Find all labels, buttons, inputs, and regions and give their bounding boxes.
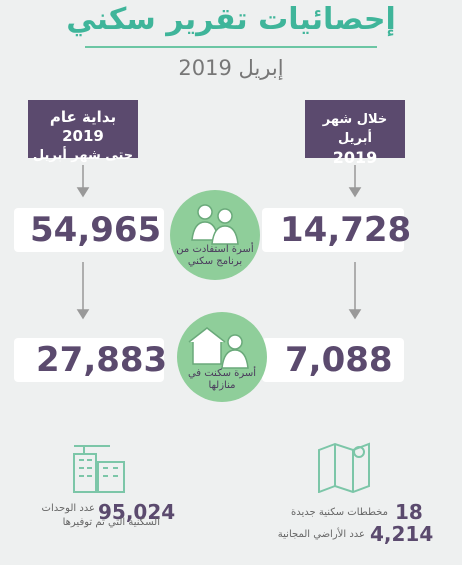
row-band xyxy=(0,208,462,252)
map-icon xyxy=(318,442,370,493)
row-ytd-value: 27,883 xyxy=(36,340,168,380)
row-icon-circle xyxy=(177,312,267,402)
row-label-line: منازلها xyxy=(208,380,236,391)
period-line: بداية عام 2019 xyxy=(49,108,117,145)
row-icon-circle xyxy=(170,190,260,280)
units-label: عدد الوحدات xyxy=(41,503,95,514)
house-icon xyxy=(188,327,249,369)
subtitle: إبريل 2019 xyxy=(178,56,284,80)
row-ytd-value: 54,965 xyxy=(30,210,162,250)
plans-label: مخططات سكنية جديدة xyxy=(290,507,388,518)
lands-value: 4,214 xyxy=(370,522,434,546)
people-icon xyxy=(191,204,239,245)
row-band xyxy=(0,338,462,382)
row-label: أسرة استفادت من برنامج سكني xyxy=(160,244,270,268)
units-value: 95,024 xyxy=(98,500,176,524)
period-line: خلال شهر أبريل xyxy=(322,112,388,146)
row-month-value: 14,728 xyxy=(280,210,412,250)
title: إحصائيات تقرير سكني xyxy=(66,2,396,37)
row-label-line: أسرة سكنت في xyxy=(187,368,257,379)
title-rule xyxy=(85,46,377,48)
units-label: السكنية التي تم توفيرها xyxy=(62,517,160,528)
period-ytd: بداية عام 2019 حتى شهر أبريل xyxy=(28,100,138,163)
plans-value: 18 xyxy=(395,500,423,524)
period-line: 2019 xyxy=(332,148,378,167)
period-line: حتى شهر أبريل xyxy=(32,148,134,163)
row-month-value: 7,088 xyxy=(285,340,393,380)
row-label-line: أسرة استفادت من xyxy=(176,244,254,255)
period-month: خلال شهر أبريل 2019 xyxy=(305,100,405,167)
row-label-line: برنامج سكني xyxy=(187,256,243,267)
row-label: أسرة سكنت في منازلها xyxy=(167,368,277,392)
building-icon xyxy=(73,445,125,493)
lands-label: عدد الأراضي المجانية xyxy=(277,529,365,540)
